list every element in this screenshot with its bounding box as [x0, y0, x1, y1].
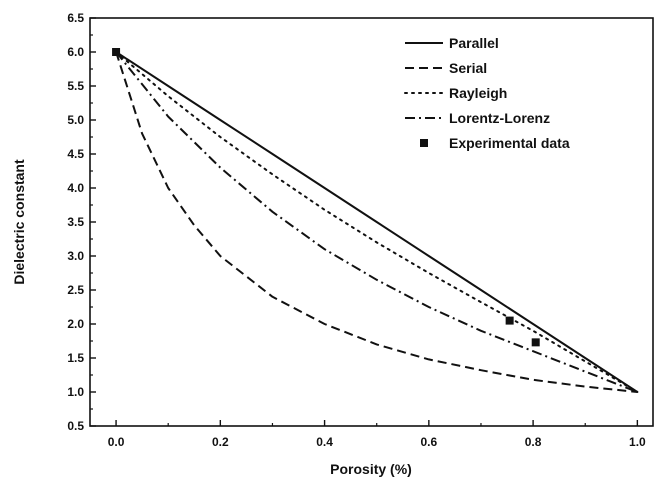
x-tick-label: 0.4	[316, 435, 333, 449]
y-tick-label: 1.5	[67, 351, 84, 365]
x-axis-title: Porosity (%)	[330, 461, 412, 477]
legend-swatch	[420, 139, 428, 147]
y-tick-label: 3.0	[67, 249, 84, 263]
experimental-data-point	[506, 317, 514, 325]
legend-label: Rayleigh	[449, 85, 507, 101]
y-tick-label: 6.5	[67, 11, 84, 25]
y-tick-label: 2.5	[67, 283, 84, 297]
y-tick-label: 2.0	[67, 317, 84, 331]
legend-label: Serial	[449, 60, 487, 76]
y-tick-label: 5.5	[67, 79, 84, 93]
experimental-data-point	[112, 48, 120, 56]
y-tick-label: 4.5	[67, 147, 84, 161]
y-tick-label: 3.5	[67, 215, 84, 229]
x-tick-label: 0.2	[212, 435, 229, 449]
x-tick-label: 0.8	[525, 435, 542, 449]
y-tick-label: 1.0	[67, 385, 84, 399]
series-layer	[112, 48, 637, 392]
y-tick-label: 0.5	[67, 419, 84, 433]
x-axis: 0.0 0.2 0.4 0.6 0.8 1.0	[108, 420, 646, 449]
plot-frame	[90, 18, 653, 426]
legend: Parallel Serial Rayleigh Lorentz-Lorenz Expe…	[405, 35, 570, 151]
x-tick-label: 0.0	[108, 435, 125, 449]
legend-label: Experimental data	[449, 135, 570, 151]
y-axis: 0.5 1.0 1.5 2.0 2.5 3.0 3.5 4.0 4.5 5.0 5.5 6.0 6.5	[67, 11, 96, 433]
legend-label: Lorentz-Lorenz	[449, 110, 550, 126]
y-tick-label: 6.0	[67, 45, 84, 59]
x-tick-label: 1.0	[629, 435, 646, 449]
y-tick-label: 4.0	[67, 181, 84, 195]
x-tick-label: 0.6	[420, 435, 437, 449]
experimental-data-point	[532, 338, 540, 346]
y-tick-label: 5.0	[67, 113, 84, 127]
legend-label: Parallel	[449, 35, 499, 51]
y-axis-title: Dielectric constant	[11, 159, 27, 285]
series-line-parallel	[116, 52, 637, 392]
